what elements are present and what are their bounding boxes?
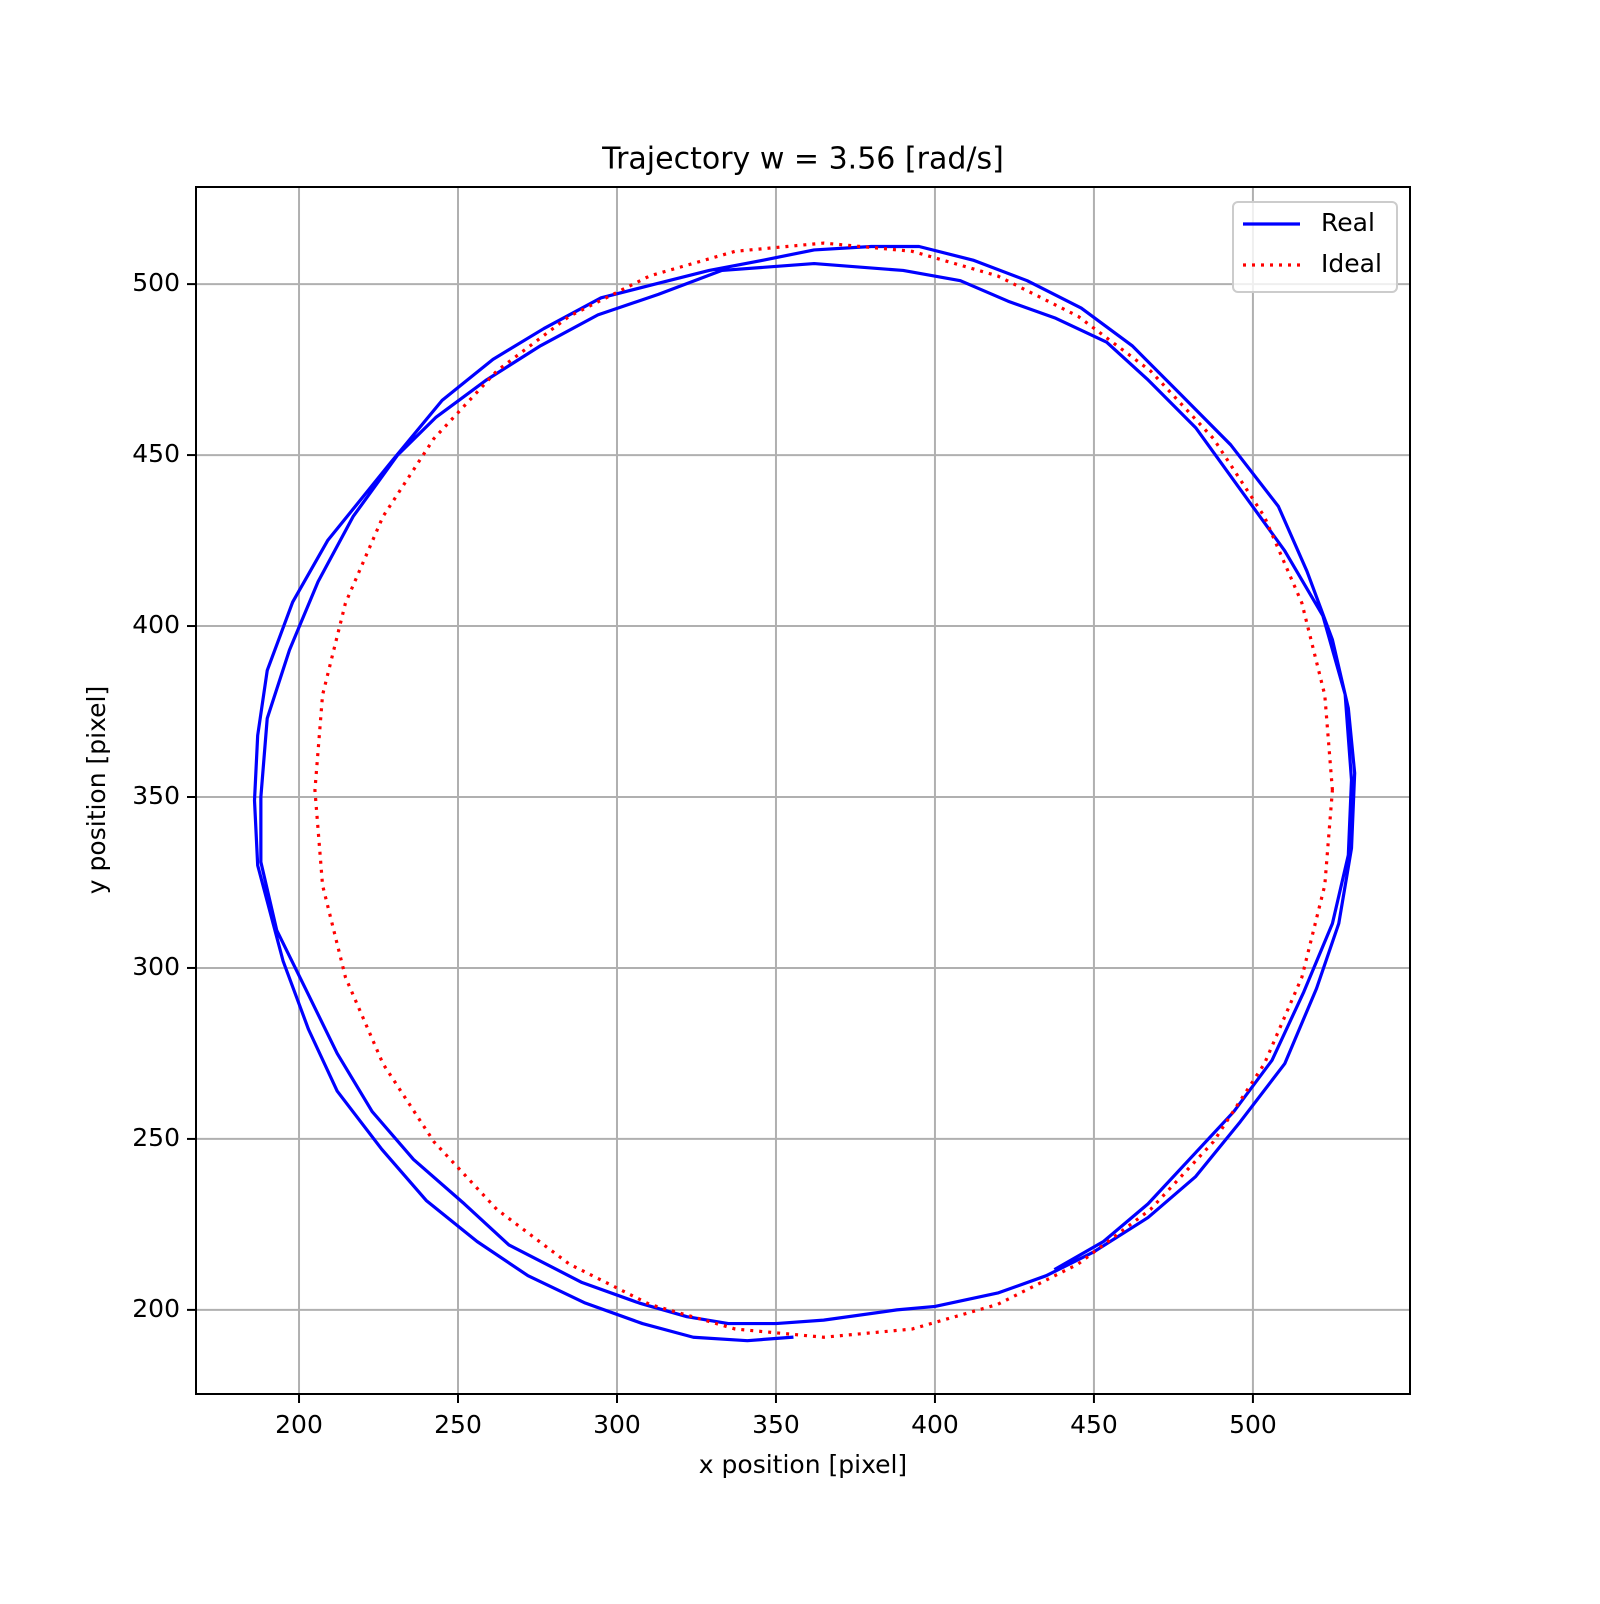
y-tick-label: 500 bbox=[132, 268, 180, 297]
x-axis-label: x position [pixel] bbox=[699, 1450, 907, 1479]
legend-label: Ideal bbox=[1321, 249, 1382, 278]
x-tick-label: 200 bbox=[275, 1410, 323, 1439]
y-tick-label: 400 bbox=[132, 610, 180, 639]
x-tick-label: 350 bbox=[752, 1410, 800, 1439]
y-tick-label: 450 bbox=[132, 439, 180, 468]
y-tick-label: 300 bbox=[132, 952, 180, 981]
x-tick-label: 300 bbox=[593, 1410, 641, 1439]
chart-title: Trajectory w = 3.56 [rad/s] bbox=[601, 142, 1004, 177]
plot-frame bbox=[195, 186, 1411, 1395]
x-tick-label: 400 bbox=[911, 1410, 959, 1439]
y-tick-label: 250 bbox=[132, 1123, 180, 1152]
y-tick-label: 350 bbox=[132, 781, 180, 810]
x-tick-label: 250 bbox=[434, 1410, 482, 1439]
x-tick-label: 450 bbox=[1070, 1410, 1118, 1439]
series-line bbox=[252, 244, 1357, 1343]
series-line bbox=[313, 241, 1335, 1339]
y-axis-label: y position [pixel] bbox=[82, 686, 111, 894]
x-tick-label: 500 bbox=[1229, 1410, 1277, 1439]
legend-label: Real bbox=[1321, 208, 1375, 237]
y-tick-label: 200 bbox=[132, 1294, 180, 1323]
